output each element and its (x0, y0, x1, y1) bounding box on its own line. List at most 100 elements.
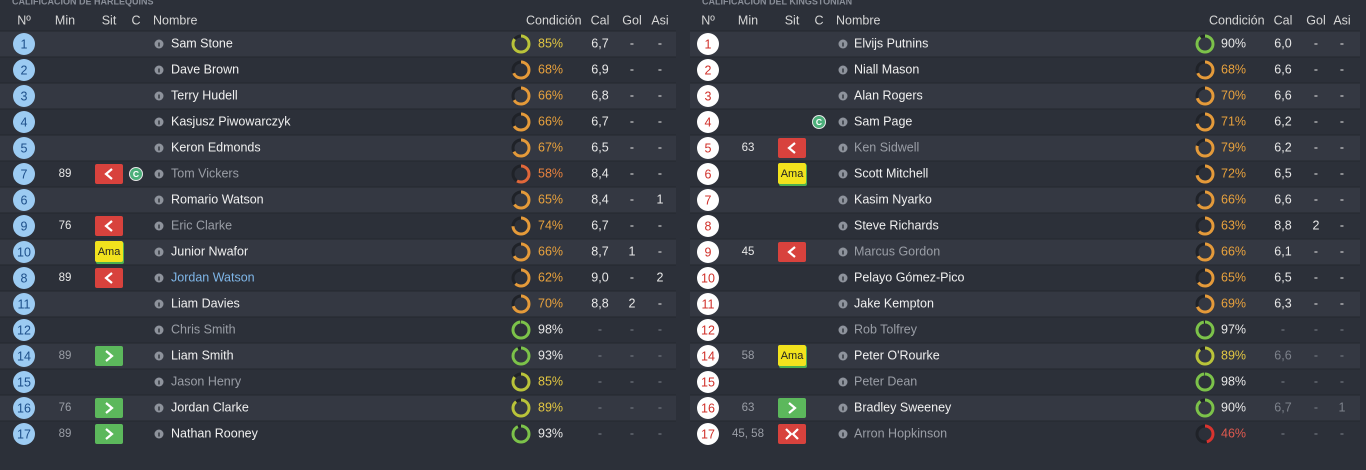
minutes: 89 (59, 168, 72, 180)
goals: - (1314, 166, 1318, 180)
assists: - (658, 140, 662, 154)
shirt-number: 15 (17, 375, 31, 389)
sub-arrow (105, 350, 114, 362)
minutes: 76 (59, 220, 72, 232)
condition-value: 68% (1221, 62, 1246, 76)
row-background (0, 31, 676, 57)
condition-value: 58% (538, 166, 563, 180)
rating: - (598, 348, 602, 362)
sub-icon-bg (95, 398, 123, 418)
info-icon-mark (158, 250, 160, 255)
assists: - (1340, 244, 1344, 258)
condition-value: 98% (538, 322, 563, 336)
column-header: Nº (701, 13, 715, 27)
shirt-number: 11 (702, 297, 715, 311)
assists: - (1340, 270, 1344, 284)
goals: - (1314, 140, 1318, 154)
assists: - (658, 166, 662, 180)
row-background (690, 57, 1360, 83)
condition-ring (511, 138, 531, 158)
condition-ring (1195, 346, 1215, 366)
number-badge (13, 267, 35, 289)
number-badge (13, 163, 35, 185)
shirt-number: 7 (21, 167, 28, 181)
assists: - (1340, 36, 1344, 50)
info-icon-mark (842, 276, 844, 281)
rating: 6,6 (1274, 88, 1291, 102)
row-background (0, 369, 676, 395)
condition-ring (511, 346, 531, 366)
sub-arrow (104, 272, 113, 284)
condition-value: 85% (538, 374, 563, 388)
info-icon-mark (842, 198, 844, 203)
info-icon-mark (842, 42, 844, 47)
rating: - (598, 400, 602, 414)
condition-ring (511, 60, 531, 80)
rating: 6,3 (1274, 296, 1291, 310)
yellow-card (778, 163, 806, 184)
number-badge (697, 371, 719, 393)
condition-value: 70% (538, 296, 563, 310)
player-name: Terry Hudell (171, 88, 238, 102)
condition-value: 90% (1221, 400, 1246, 414)
column-header: Cal (591, 13, 610, 27)
goals: - (630, 374, 634, 388)
goals: - (630, 166, 634, 180)
goals: - (1314, 322, 1318, 336)
condition-value: 74% (538, 218, 563, 232)
column-header: Nombre (836, 13, 881, 27)
assists: - (658, 88, 662, 102)
number-badge (13, 371, 35, 393)
assists: - (658, 322, 662, 336)
column-header: Min (738, 13, 758, 27)
player-name: Chris Smith (171, 322, 236, 336)
assists: - (1340, 218, 1344, 232)
player-name: Rob Tolfrey (854, 322, 918, 336)
sub-icon-bg (778, 398, 806, 418)
number-badge (13, 293, 35, 315)
captain-badge (129, 167, 143, 181)
info-icon-mark (158, 224, 160, 229)
player-name: Pelayo Gómez-Pico (854, 270, 965, 284)
info-icon-mark (842, 302, 844, 307)
rating: 6,7 (591, 36, 608, 50)
rating: 6,8 (591, 88, 608, 102)
shirt-number: 12 (17, 323, 31, 337)
number-badge (697, 293, 719, 315)
sub-icon (95, 424, 123, 444)
info-icon-mark (158, 276, 160, 281)
sub-icon (95, 216, 123, 236)
info-icon-mark (842, 380, 844, 385)
assists: 1 (657, 192, 664, 206)
sub-icon (95, 268, 123, 288)
sub-arrow (788, 402, 797, 414)
row-background (690, 31, 1360, 57)
condition-value: 65% (1221, 270, 1246, 284)
assists: - (1340, 374, 1344, 388)
player-name: Jason Henry (171, 374, 242, 388)
rating: 6,9 (591, 62, 608, 76)
shirt-number: 10 (701, 271, 715, 285)
condition-ring (1195, 138, 1215, 158)
condition-ring (1195, 372, 1215, 392)
assists: - (658, 218, 662, 232)
column-header: Min (55, 13, 75, 27)
row-background (690, 187, 1360, 213)
row-background (690, 265, 1360, 291)
goals: - (1314, 400, 1318, 414)
info-icon-mark (842, 432, 844, 437)
condition-value: 93% (538, 348, 563, 362)
shirt-number: 17 (17, 427, 31, 441)
condition-ring (1195, 112, 1215, 132)
minutes: 89 (59, 272, 72, 284)
column-header: Condición (526, 13, 582, 27)
row-background (690, 317, 1360, 343)
goals: - (630, 426, 634, 440)
condition-value: 66% (538, 244, 563, 258)
goals: - (630, 88, 634, 102)
info-icon-mark (158, 120, 160, 125)
condition-ring (1195, 60, 1215, 80)
number-badge (13, 111, 35, 133)
condition-ring (1195, 268, 1215, 288)
rating: 8,4 (591, 192, 608, 206)
